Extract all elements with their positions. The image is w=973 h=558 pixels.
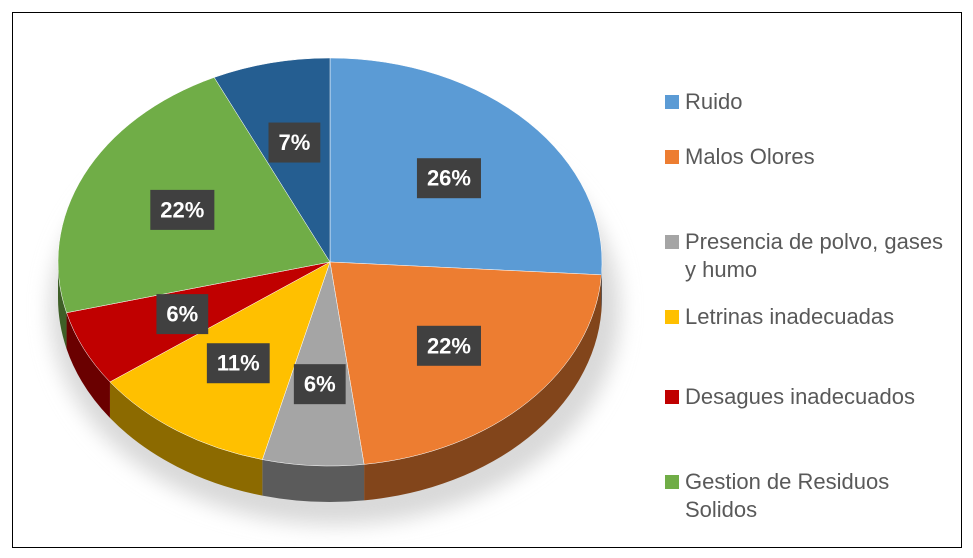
legend-item: Ruido <box>665 88 965 116</box>
data-label-group: 6% <box>293 364 346 405</box>
data-label-box <box>416 325 481 366</box>
legend-swatch <box>665 150 679 164</box>
legend-swatch <box>665 235 679 249</box>
legend-label: Presencia de polvo, gases y humo <box>685 229 944 282</box>
legend-swatch <box>665 475 679 489</box>
slice-side <box>364 274 602 501</box>
slice-side <box>66 312 110 418</box>
legend-swatch <box>665 310 679 324</box>
legend-item: Gestion de Residuos Solidos <box>665 468 965 524</box>
data-label-box <box>150 189 215 230</box>
data-label-group: 6% <box>156 294 209 335</box>
data-label-box <box>206 343 270 384</box>
legend-swatch <box>665 95 679 109</box>
data-label-box <box>416 158 481 199</box>
data-label-box <box>156 294 209 335</box>
legend-label: Gestion de Residuos Solidos <box>685 469 890 522</box>
legend-label: Letrinas inadecuadas <box>685 304 895 329</box>
data-label-group: 22% <box>416 325 481 366</box>
data-label-group: 7% <box>268 122 321 163</box>
slice-side <box>109 381 263 496</box>
data-label-box <box>268 122 321 163</box>
data-label-group: 11% <box>206 343 270 384</box>
legend-item: Malos Olores <box>665 143 965 171</box>
legend-label: Ruido <box>685 89 743 114</box>
legend-item: Letrinas inadecuadas <box>665 303 965 331</box>
data-label: 6% <box>304 372 336 397</box>
legend-swatch <box>665 390 679 404</box>
legend-item: Presencia de polvo, gases y humo <box>665 228 965 284</box>
legend-label: Malos Olores <box>685 144 815 169</box>
data-label-group: 26% <box>416 158 481 199</box>
slice-side <box>262 459 365 502</box>
data-label-box <box>293 364 346 405</box>
data-label: 22% <box>160 197 204 222</box>
legend-item: Desagues inadecuados <box>665 383 965 411</box>
data-label: 6% <box>166 302 198 327</box>
data-label: 26% <box>427 166 471 191</box>
legend-label: Desagues inadecuados <box>685 384 915 409</box>
data-label: 11% <box>217 351 260 376</box>
data-label-group: 22% <box>150 189 215 230</box>
data-label: 22% <box>427 333 471 358</box>
slice-side <box>58 262 67 349</box>
data-label: 7% <box>279 130 311 155</box>
